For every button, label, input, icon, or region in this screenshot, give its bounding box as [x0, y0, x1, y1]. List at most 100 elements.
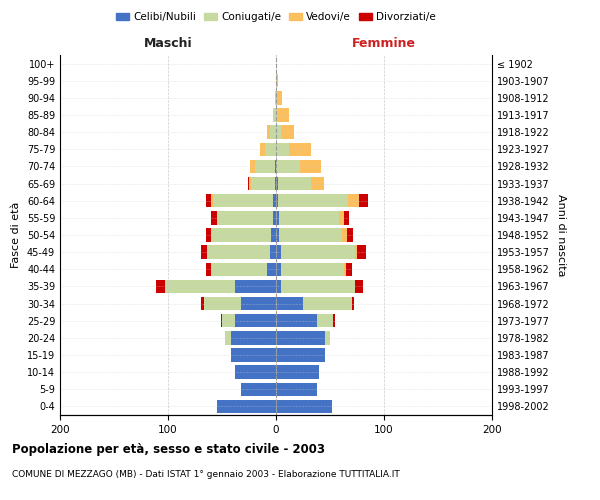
Bar [281, 262, 344, 276]
Bar [202, 297, 203, 310]
Bar [276, 194, 278, 207]
Bar [269, 126, 276, 139]
Bar [317, 314, 333, 328]
Bar [241, 382, 276, 396]
Bar [211, 211, 217, 224]
Bar [281, 280, 355, 293]
Bar [225, 331, 230, 344]
Bar [359, 194, 368, 207]
Bar [276, 348, 325, 362]
Bar [281, 126, 295, 139]
Bar [281, 246, 355, 259]
Bar [211, 194, 214, 207]
Text: Popolazione per età, sesso e stato civile - 2003: Popolazione per età, sesso e stato civil… [12, 442, 325, 456]
Bar [256, 160, 275, 173]
Bar [251, 177, 275, 190]
Bar [202, 246, 207, 259]
Bar [222, 314, 235, 328]
Bar [275, 91, 276, 104]
Bar [289, 142, 311, 156]
Bar [276, 74, 278, 88]
Bar [273, 108, 276, 122]
Bar [344, 211, 349, 224]
Bar [278, 177, 311, 190]
Bar [269, 246, 276, 259]
Bar [206, 262, 211, 276]
Bar [248, 177, 249, 190]
Bar [355, 246, 357, 259]
Bar [214, 194, 273, 207]
Bar [203, 297, 241, 310]
Bar [276, 160, 300, 173]
Bar [277, 91, 283, 104]
Bar [276, 228, 279, 241]
Bar [278, 108, 289, 122]
Bar [276, 297, 303, 310]
Bar [357, 246, 365, 259]
Bar [276, 142, 289, 156]
Bar [355, 280, 364, 293]
Bar [352, 297, 354, 310]
Bar [278, 194, 349, 207]
Bar [276, 314, 317, 328]
Bar [273, 194, 276, 207]
Bar [211, 262, 268, 276]
Bar [275, 177, 276, 190]
Bar [249, 177, 251, 190]
Bar [347, 228, 353, 241]
Bar [217, 211, 273, 224]
Bar [156, 280, 165, 293]
Bar [276, 126, 281, 139]
Bar [276, 262, 281, 276]
Bar [165, 280, 235, 293]
Bar [276, 177, 278, 190]
Bar [276, 400, 332, 413]
Bar [279, 228, 342, 241]
Bar [217, 400, 276, 413]
Bar [300, 160, 322, 173]
Bar [265, 142, 276, 156]
Bar [268, 262, 276, 276]
Bar [276, 211, 279, 224]
Bar [346, 262, 352, 276]
Bar [235, 314, 276, 328]
Bar [279, 211, 338, 224]
Bar [206, 228, 211, 241]
Text: Femmine: Femmine [352, 37, 416, 50]
Bar [241, 297, 276, 310]
Bar [276, 108, 278, 122]
Legend: Celibi/Nubili, Coniugati/e, Vedovi/e, Divorziati/e: Celibi/Nubili, Coniugati/e, Vedovi/e, Di… [112, 8, 440, 26]
Bar [275, 160, 276, 173]
Bar [276, 366, 319, 379]
Bar [276, 91, 277, 104]
Bar [235, 280, 276, 293]
Bar [303, 297, 352, 310]
Bar [333, 314, 335, 328]
Bar [276, 280, 281, 293]
Bar [250, 160, 256, 173]
Bar [273, 211, 276, 224]
Y-axis label: Fasce di età: Fasce di età [11, 202, 21, 268]
Bar [342, 228, 347, 241]
Bar [276, 331, 325, 344]
Bar [268, 126, 269, 139]
Bar [349, 194, 359, 207]
Bar [230, 348, 276, 362]
Bar [276, 246, 281, 259]
Bar [276, 382, 317, 396]
Bar [230, 331, 276, 344]
Bar [338, 211, 344, 224]
Bar [271, 228, 276, 241]
Bar [344, 262, 346, 276]
Bar [235, 366, 276, 379]
Bar [260, 142, 265, 156]
Bar [221, 314, 222, 328]
Bar [311, 177, 323, 190]
Bar [207, 246, 269, 259]
Text: Maschi: Maschi [143, 37, 193, 50]
Bar [206, 194, 211, 207]
Bar [211, 228, 271, 241]
Y-axis label: Anni di nascita: Anni di nascita [556, 194, 566, 276]
Bar [325, 331, 330, 344]
Text: COMUNE DI MEZZAGO (MB) - Dati ISTAT 1° gennaio 2003 - Elaborazione TUTTITALIA.IT: COMUNE DI MEZZAGO (MB) - Dati ISTAT 1° g… [12, 470, 400, 479]
